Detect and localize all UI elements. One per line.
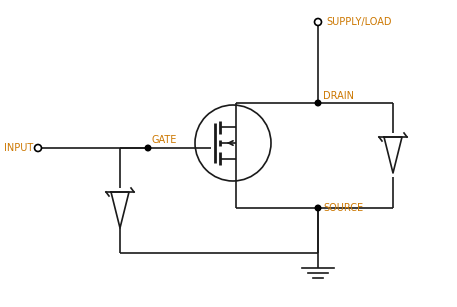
Circle shape (314, 18, 322, 25)
Text: INPUT: INPUT (4, 143, 33, 153)
Circle shape (315, 205, 321, 211)
Circle shape (315, 100, 321, 106)
Text: DRAIN: DRAIN (323, 91, 354, 101)
Circle shape (34, 145, 42, 151)
Text: SOURCE: SOURCE (323, 203, 363, 213)
Circle shape (145, 145, 151, 151)
Text: SUPPLY/LOAD: SUPPLY/LOAD (326, 17, 392, 27)
Text: GATE: GATE (151, 135, 176, 145)
